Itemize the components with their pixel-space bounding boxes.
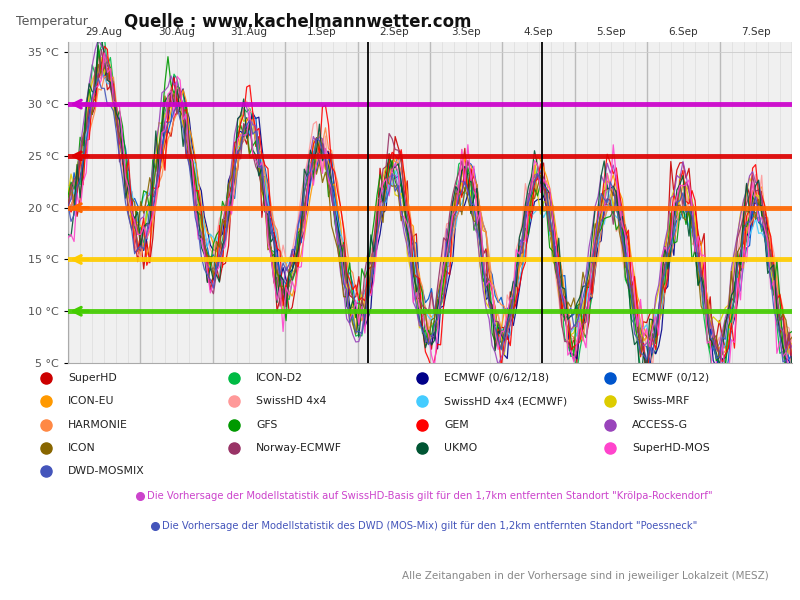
- Text: ACCESS-G: ACCESS-G: [632, 419, 688, 430]
- Text: GFS: GFS: [256, 419, 278, 430]
- Text: UKMO: UKMO: [444, 443, 478, 453]
- Text: HARMONIE: HARMONIE: [68, 419, 128, 430]
- Text: GEM: GEM: [444, 419, 469, 430]
- Text: Swiss-MRF: Swiss-MRF: [632, 396, 690, 406]
- Text: Temperatur: Temperatur: [16, 15, 88, 28]
- Text: Die Vorhersage der Modellstatistik des DWD (MOS-Mix) gilt für den 1,2km entfernt: Die Vorhersage der Modellstatistik des D…: [162, 521, 698, 531]
- Text: SuperHD-MOS: SuperHD-MOS: [632, 443, 710, 453]
- Text: SwissHD 4x4: SwissHD 4x4: [256, 396, 326, 406]
- Text: ECMWF (0/6/12/18): ECMWF (0/6/12/18): [444, 373, 550, 383]
- Text: SuperHD: SuperHD: [68, 373, 117, 383]
- Text: DWD-MOSMIX: DWD-MOSMIX: [68, 466, 145, 476]
- Text: Die Vorhersage der Modellstatistik auf SwissHD-Basis gilt für den 1,7km entfernt: Die Vorhersage der Modellstatistik auf S…: [147, 491, 713, 501]
- Text: SwissHD 4x4 (ECMWF): SwissHD 4x4 (ECMWF): [444, 396, 567, 406]
- Text: ECMWF (0/12): ECMWF (0/12): [632, 373, 710, 383]
- Text: Norway-ECMWF: Norway-ECMWF: [256, 443, 342, 453]
- Text: ICON-D2: ICON-D2: [256, 373, 303, 383]
- Text: ICON: ICON: [68, 443, 96, 453]
- Text: Alle Zeitangaben in der Vorhersage sind in jeweiliger Lokalzeit (MESZ): Alle Zeitangaben in der Vorhersage sind …: [402, 571, 769, 581]
- Text: Quelle : www.kachelmannwetter.com: Quelle : www.kachelmannwetter.com: [124, 13, 471, 31]
- Text: ICON-EU: ICON-EU: [68, 396, 114, 406]
